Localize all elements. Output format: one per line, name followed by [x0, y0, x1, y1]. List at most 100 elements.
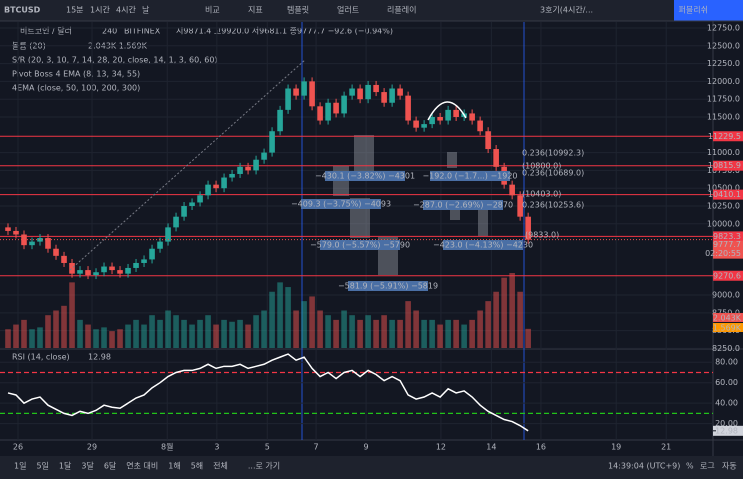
candle: [341, 95, 347, 114]
interval[interactable]: 15분: [66, 6, 84, 15]
volume-bar: [357, 319, 363, 348]
volume-bar: [493, 291, 499, 348]
candle: [165, 227, 171, 242]
candle: [309, 81, 315, 107]
volume-bar: [485, 301, 491, 348]
level-tag: [713, 160, 743, 171]
range-button[interactable]: 3달: [81, 462, 94, 471]
volume-bar: [365, 315, 371, 348]
publish-label[interactable]: 퍼블리쉬: [679, 5, 708, 15]
range-button[interactable]: 1해: [168, 461, 180, 471]
candle: [149, 248, 155, 260]
volume-label: 1.569K: [713, 324, 742, 333]
rsi-line: [7, 353, 529, 432]
volume-tag: [713, 313, 743, 322]
y-tick-label: 12000.0: [707, 77, 740, 86]
y-tick-label: 8750.0: [712, 308, 740, 317]
volume-bar: [261, 310, 267, 348]
y-tick-label: 80.00: [715, 358, 738, 367]
volume-bar: [69, 282, 75, 348]
candle: [301, 81, 307, 96]
measure-box: [447, 152, 457, 168]
range-button[interactable]: 1달: [59, 462, 72, 471]
range-button[interactable]: 1일: [14, 462, 26, 471]
rsi-last: 12.98: [88, 353, 111, 362]
candle: [197, 195, 203, 203]
volume-bar: [125, 324, 131, 348]
publish-button[interactable]: [674, 0, 743, 21]
candle: [493, 149, 499, 167]
volume-bar: [341, 310, 347, 348]
x-tick-label: 26: [13, 443, 23, 452]
x-tick-label: 12: [436, 443, 446, 452]
volume-bar: [5, 329, 11, 348]
candle: [101, 266, 107, 273]
candle: [29, 241, 35, 246]
toolbar-button[interactable]: 템플릿: [287, 5, 309, 15]
candle: [269, 131, 275, 153]
measure-label-bg: [301, 199, 381, 209]
layout-name[interactable]: 3호기(4시간/...: [540, 5, 593, 15]
range-button[interactable]: 5해: [191, 461, 203, 471]
measure-label: −423.0 (−4.13%) −4230: [433, 241, 533, 250]
candle: [237, 166, 243, 174]
y-tick-label: 20.00: [715, 419, 738, 428]
level-tag: [713, 270, 743, 281]
toolbar-button[interactable]: 리플레이: [387, 5, 416, 15]
candle: [437, 116, 443, 121]
volume-bar: [421, 319, 427, 348]
range-button[interactable]: 연초 대비: [126, 462, 158, 471]
volume-bar: [301, 301, 307, 348]
volume-bar: [53, 310, 59, 348]
volume-tag: [713, 323, 743, 332]
legend-indicator: 4EMA (close, 50, 100, 200, 300): [12, 84, 140, 93]
candle: [141, 259, 147, 263]
level-label: 9823.3: [713, 232, 741, 241]
rsi-last-tag: 12.98: [715, 426, 738, 435]
y-tick-label: 10000.0: [707, 219, 740, 228]
volume-bar: [157, 319, 163, 348]
toolbar-button[interactable]: 얼러트: [337, 5, 359, 15]
measure-label: −579.0 (−5.57%) −5790: [310, 241, 410, 250]
clock: 14:39:04 (UTC+9): [608, 462, 680, 471]
range-button[interactable]: 6달: [104, 462, 117, 471]
volume-bar: [517, 291, 523, 348]
range-button[interactable]: 5일: [36, 462, 48, 471]
symbol[interactable]: BTCUSD: [4, 6, 41, 15]
candle: [181, 206, 187, 217]
volume-bar: [77, 319, 83, 348]
volume-bar: [133, 319, 139, 348]
scale-option[interactable]: 자동: [722, 462, 737, 471]
interval[interactable]: 4시간: [116, 5, 136, 15]
candle: [421, 124, 427, 128]
volume-bar: [205, 315, 211, 348]
range-button[interactable]: 전체: [213, 461, 228, 471]
volume-bar: [293, 310, 299, 348]
volume-bar: [253, 315, 259, 348]
toolbar-button[interactable]: 지표: [248, 6, 263, 15]
interval[interactable]: 1시간: [90, 5, 110, 15]
level-tag: [713, 231, 743, 242]
candle: [117, 270, 123, 274]
x-tick-label: 19: [611, 443, 621, 452]
y-tick-label: 60.00: [715, 378, 738, 387]
toolbar-button[interactable]: 비교: [205, 6, 220, 15]
scale-option[interactable]: %: [686, 462, 694, 471]
x-tick-label: 8월: [161, 442, 173, 452]
measure-label: −192.0 (−1.7...) −1920: [422, 172, 517, 181]
volume-bar: [245, 324, 251, 348]
last-price-label: 9777.7: [713, 240, 741, 249]
y-tick-label: 11750.0: [707, 95, 740, 104]
volume-bar: [389, 319, 395, 348]
fib-label: (10403.0): [522, 190, 561, 199]
candle: [485, 131, 491, 150]
volume-bar: [501, 277, 507, 348]
candle: [5, 227, 11, 231]
candle: [397, 88, 403, 96]
measure-label: −287.0 (−2.69%) −2870: [413, 201, 513, 210]
goto-date[interactable]: ...로 가기: [248, 462, 280, 471]
candle: [413, 120, 419, 128]
interval[interactable]: 날: [142, 5, 150, 15]
scale-option[interactable]: 로그: [700, 462, 715, 471]
candle: [109, 266, 115, 271]
